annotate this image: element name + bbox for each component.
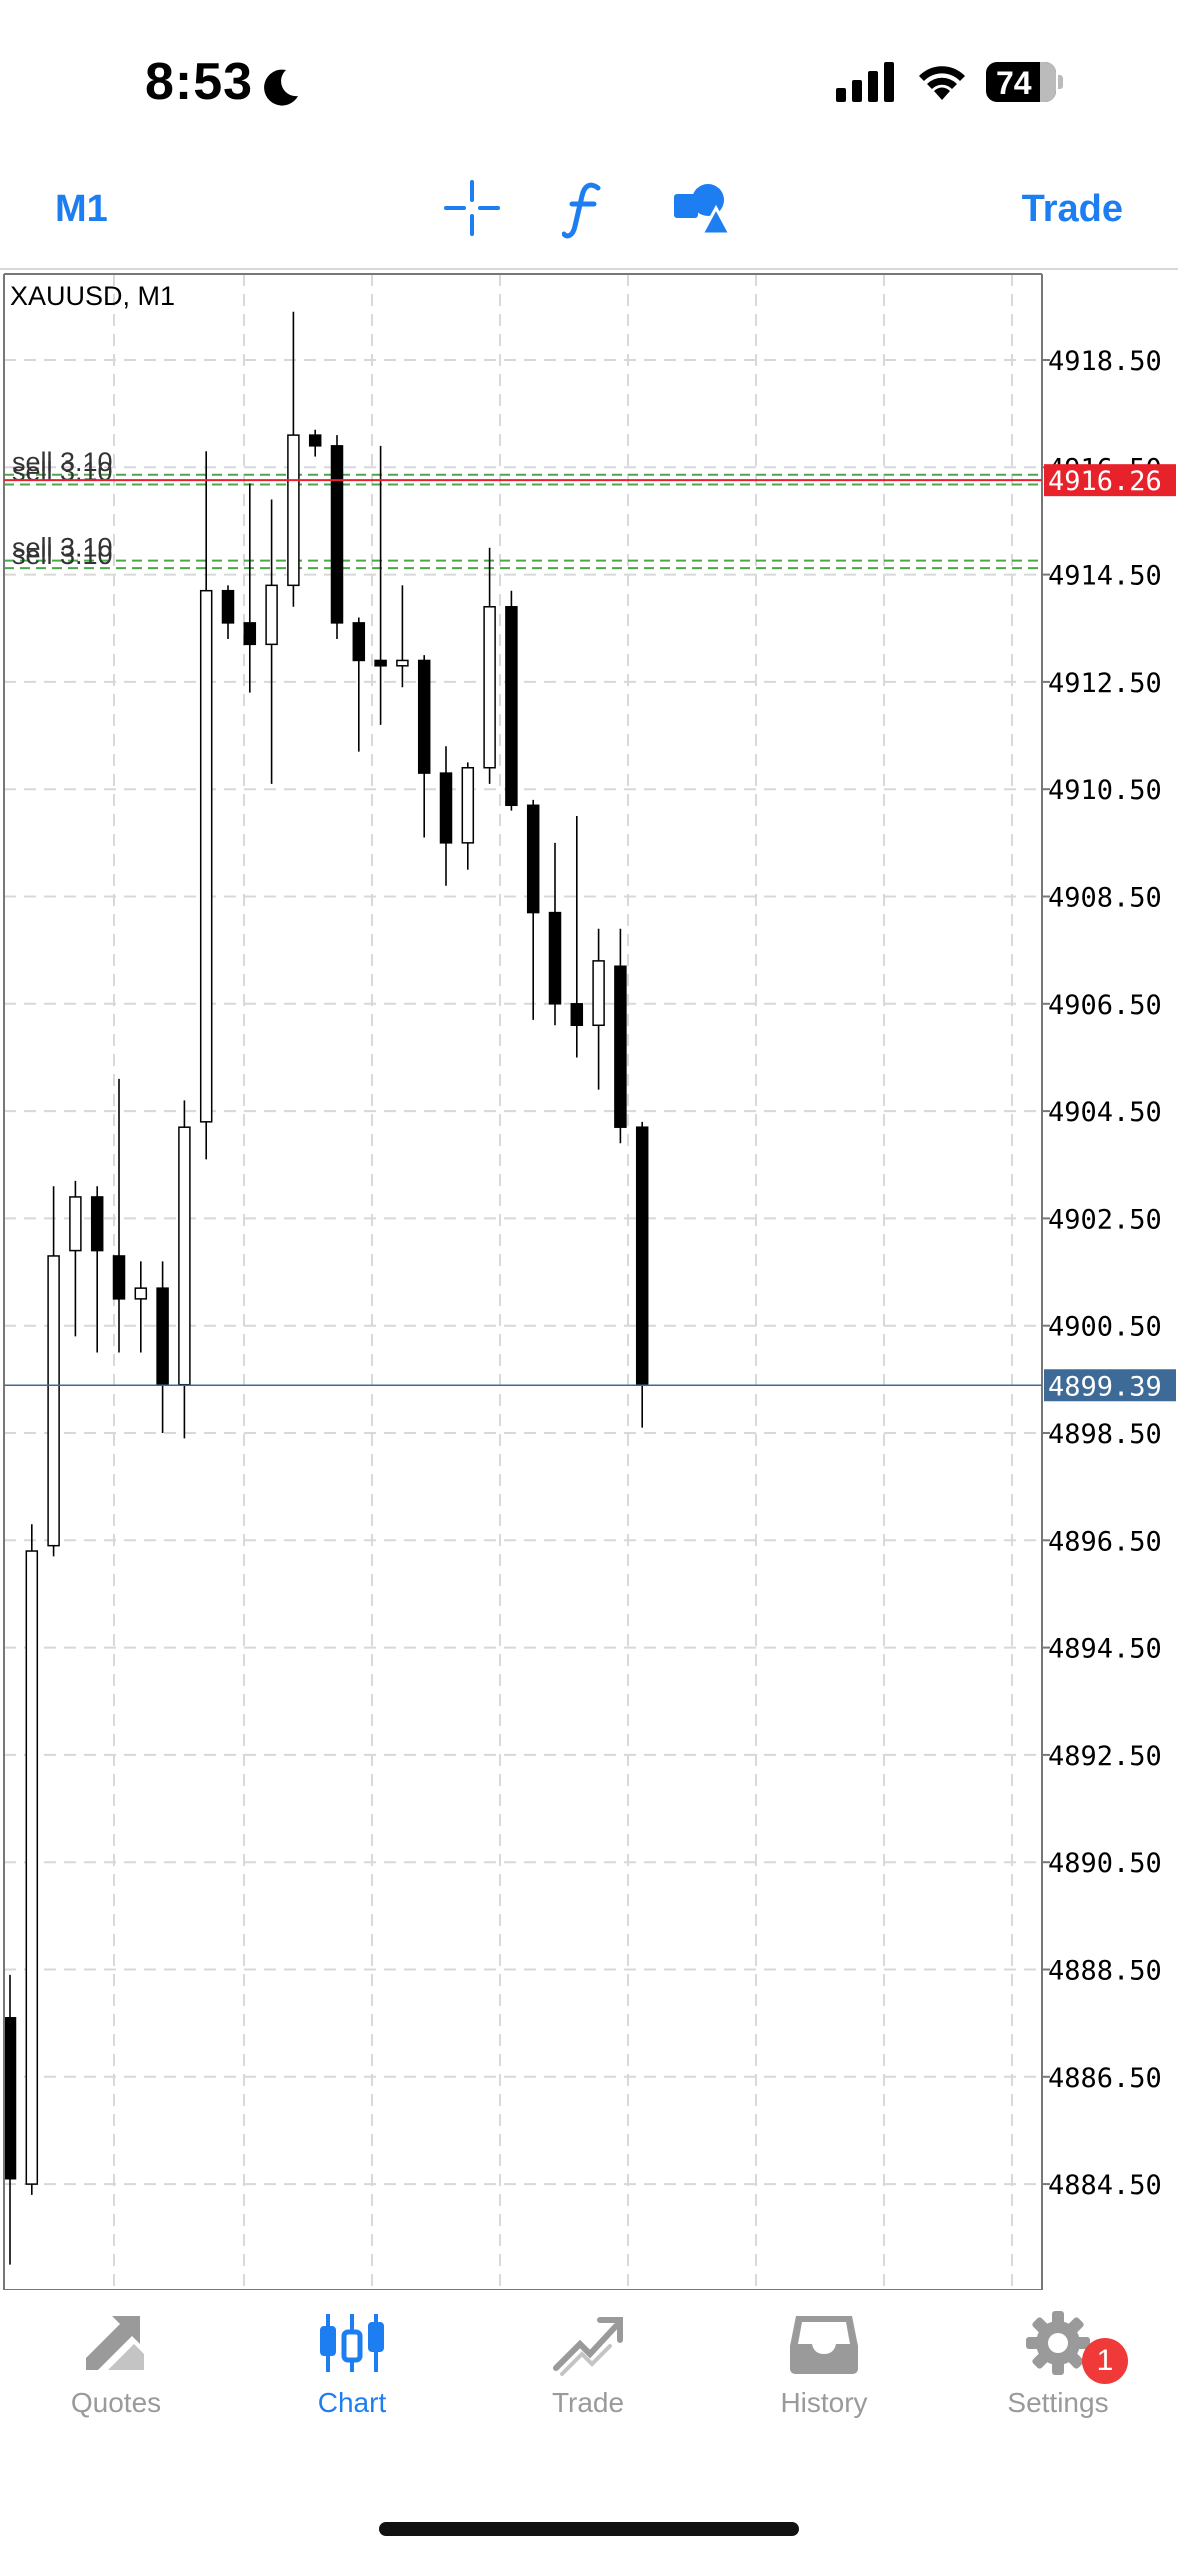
candle — [592, 928, 605, 1090]
candle — [635, 1121, 649, 1428]
candle — [265, 499, 278, 784]
order-label: sell 3.10 — [12, 447, 113, 477]
price-tick-label: 4900.50 — [1048, 1312, 1162, 1343]
history-tray-icon — [790, 2316, 858, 2374]
status-time: 8:53 — [145, 53, 254, 111]
price-axis: 4918.504916.504914.504912.504910.504908.… — [1042, 346, 1162, 2201]
price-tick-label: 4896.50 — [1048, 1526, 1162, 1557]
tab-trade-label: Trade — [551, 2387, 625, 2418]
price-tick-label: 4886.50 — [1048, 2063, 1162, 2094]
objects-shapes-icon[interactable] — [672, 180, 732, 236]
candle — [614, 928, 627, 1144]
battery-icon: 74 — [986, 62, 1064, 102]
price-tick-label: 4906.50 — [1048, 990, 1162, 1021]
chart-grid — [4, 274, 1042, 2290]
price-tick-label: 4908.50 — [1048, 883, 1162, 914]
wifi-icon — [919, 66, 965, 100]
candle — [352, 617, 366, 752]
cellular-signal-icon — [836, 62, 894, 102]
order-label: sell 3.10 — [12, 540, 113, 570]
bid-price-tag — [1044, 1369, 1176, 1402]
candle — [243, 483, 257, 693]
chart-toolbar: M1 Trade — [0, 160, 1178, 270]
price-tick-label: 4918.50 — [1048, 346, 1162, 377]
chart-title: XAUUSD, M1 — [10, 281, 175, 311]
tab-chart-label: Chart — [317, 2387, 387, 2418]
candle — [505, 590, 518, 811]
candle — [483, 547, 496, 784]
candle — [374, 445, 387, 725]
candle — [199, 451, 213, 1160]
timeframe-button[interactable]: M1 — [55, 188, 108, 230]
tab-history[interactable]: History — [724, 2310, 924, 2419]
candle — [439, 746, 453, 886]
status-bar: 8:53 74 — [0, 0, 1178, 160]
price-tick-label: 4904.50 — [1048, 1097, 1162, 1128]
moon-icon — [264, 69, 298, 106]
price-tick-label: 4888.50 — [1048, 1956, 1162, 1987]
ask-price-tag — [1044, 464, 1176, 497]
candle — [417, 655, 431, 838]
ask-price-label: 4916.26 — [1048, 466, 1162, 497]
battery-level: 74 — [996, 65, 1032, 101]
home-indicator — [379, 2522, 799, 2536]
candle — [25, 1524, 39, 2195]
tab-trade[interactable]: Trade — [488, 2310, 688, 2419]
candle — [548, 842, 562, 1026]
price-tick-label: 4902.50 — [1048, 1204, 1162, 1235]
candle — [461, 762, 475, 870]
tab-history-label: History — [780, 2387, 868, 2418]
candle — [112, 1078, 126, 1353]
tab-quotes-label: Quotes — [70, 2387, 162, 2418]
candle — [330, 435, 344, 639]
tab-quotes[interactable]: Quotes — [16, 2310, 216, 2419]
candlesticks — [3, 311, 649, 2265]
candle — [134, 1261, 148, 1353]
price-tick-label: 4892.50 — [1048, 1741, 1162, 1772]
trade-trend-icon — [553, 2317, 623, 2376]
candle — [90, 1186, 104, 1353]
candle — [69, 1180, 82, 1337]
candle — [221, 585, 235, 639]
chart-candles-icon — [320, 2314, 384, 2372]
candle — [47, 1186, 60, 1557]
price-tick-label: 4884.50 — [1048, 2170, 1162, 2201]
price-tick-label: 4912.50 — [1048, 668, 1162, 699]
tab-chart[interactable]: Chart — [252, 2310, 452, 2419]
bid-price-label: 4899.39 — [1048, 1371, 1162, 1402]
candle — [570, 816, 584, 1058]
price-tick-label: 4894.50 — [1048, 1634, 1162, 1665]
order-label: sell 3.10 — [12, 456, 113, 486]
quotes-arrows-icon — [86, 2316, 144, 2370]
crosshair-icon[interactable] — [444, 180, 500, 236]
price-tick-label: 4910.50 — [1048, 775, 1162, 806]
candle — [308, 429, 322, 457]
price-tags: 4916.26 4899.39 — [4, 464, 1176, 1402]
indicators-function-icon[interactable] — [562, 180, 606, 240]
price-tick-label: 4914.50 — [1048, 561, 1162, 592]
trade-button[interactable]: Trade — [1021, 188, 1123, 230]
candle — [526, 799, 540, 1020]
candle — [396, 585, 409, 688]
order-label: sell 3.10 — [12, 533, 113, 563]
price-tick-label: 4898.50 — [1048, 1419, 1162, 1450]
tab-settings-label: Settings — [1007, 2387, 1109, 2418]
price-tick-label: 4890.50 — [1048, 1848, 1162, 1879]
settings-notification-badge: 1 — [1082, 2338, 1128, 2384]
toolbar-divider — [0, 268, 1178, 270]
candle — [287, 311, 300, 607]
settings-gear-icon — [1026, 2311, 1090, 2375]
bottom-tab-bar: Quotes Chart Trade History — [0, 2290, 1178, 2560]
tab-settings[interactable]: Settings — [958, 2310, 1158, 2419]
